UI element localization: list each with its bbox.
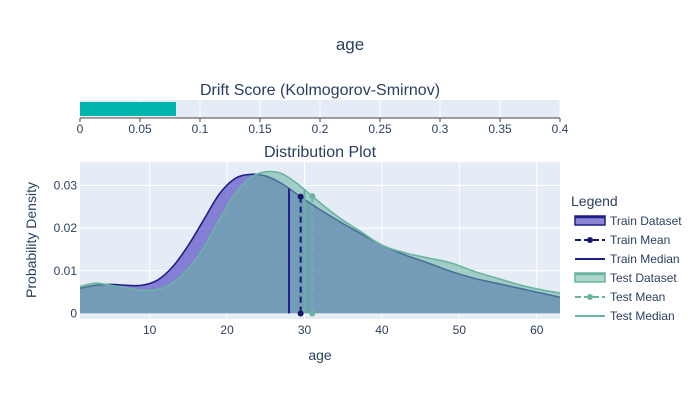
distribution-title: Distribution Plot [264,144,377,161]
main-title: age [336,35,364,54]
x-tick-label: 40 [375,323,389,337]
legend: Legend Train Dataset Train Mean Train Medi… [571,193,682,323]
x-tick-label: 30 [298,323,312,337]
x-tick-label: 10 [143,323,157,337]
legend-title: Legend [571,193,618,209]
drift-tick-label: 0.35 [488,122,512,136]
x-tick-label: 20 [220,323,234,337]
y-tick-label: 0.01 [54,264,78,278]
train-mean-marker-top [297,193,304,200]
drift-tick-label: 0.25 [368,122,392,136]
drift-tick-label: 0.05 [128,122,152,136]
legend-item[interactable]: Train Mean [575,233,670,247]
drift-tick-label: 0 [77,122,84,136]
legend-item[interactable]: Test Mean [575,290,665,304]
x-tick-label: 50 [453,323,467,337]
legend-label: Test Median [610,309,675,323]
drift-tick-label: 0.1 [192,122,209,136]
series-area-test [80,171,560,314]
legend-swatch-marker [587,237,593,243]
legend-label: Train Mean [610,233,670,247]
legend-item[interactable]: Test Median [575,309,675,323]
legend-item[interactable]: Train Median [575,252,680,266]
series-line-test [79,170,561,294]
drift-tick-label: 0.2 [312,122,329,136]
drift-tick-label: 0.3 [432,122,449,136]
drift-tick-label: 0.15 [248,122,272,136]
y-axis-label: Probability Density [23,182,39,298]
test-mean-marker-bottom [309,310,316,317]
legend-label: Test Mean [610,290,665,304]
legend-label: Test Dataset [610,271,677,285]
train-mean-marker-bottom [297,310,304,317]
legend-swatch-marker [587,294,593,300]
y-tick-label: 0.03 [54,178,78,192]
legend-label: Train Median [610,252,680,266]
test-mean-marker-top [309,193,316,200]
y-tick-label: 0.02 [54,221,78,235]
y-tick-label: 0 [70,306,77,320]
legend-item[interactable]: Train Dataset [574,214,682,228]
drift-tick-label: 0.4 [552,122,569,136]
drift-title: Drift Score (Kolmogorov-Smirnov) [200,82,440,99]
drift-score-bar [80,102,176,116]
legend-item[interactable]: Test Dataset [574,271,677,285]
x-tick-label: 60 [530,323,544,337]
legend-label: Train Dataset [610,214,682,228]
x-axis-label: age [308,347,332,363]
